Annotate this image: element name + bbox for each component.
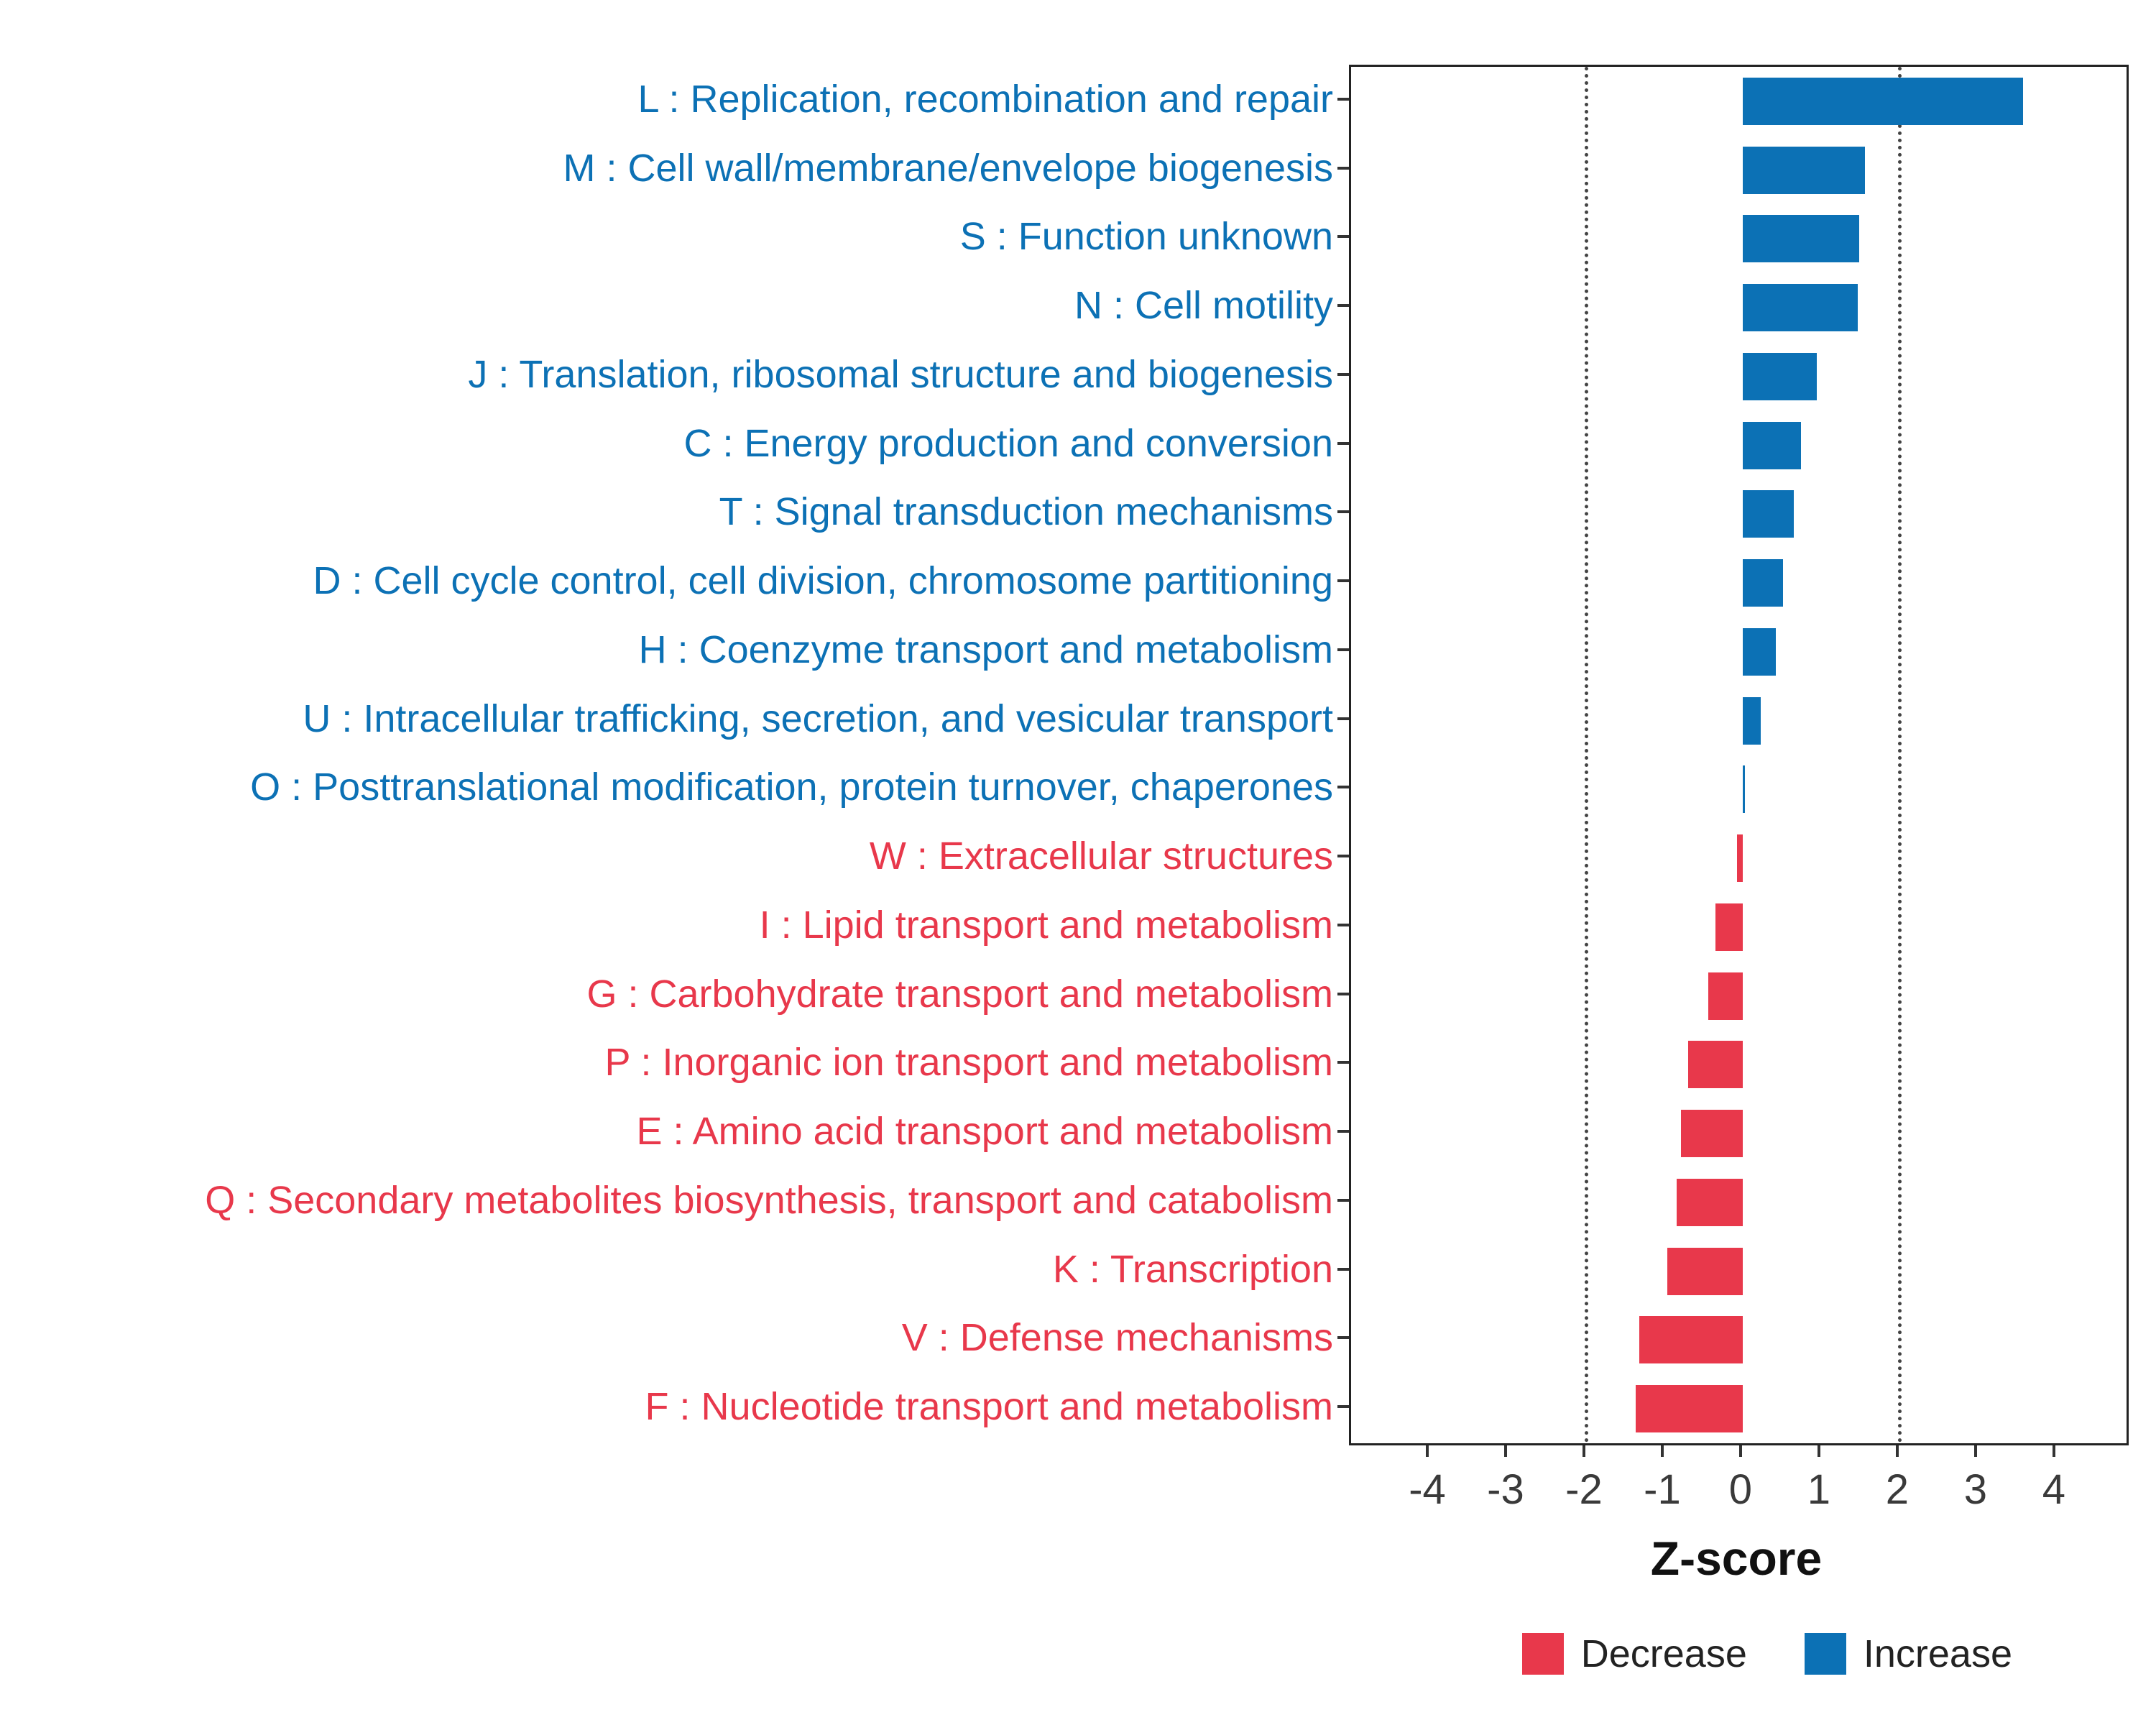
category-label: D : Cell cycle control, cell division, c… [313,559,1333,603]
x-tick [1582,1445,1585,1457]
category-label: O : Posttranslational modification, prot… [250,765,1333,809]
x-tick [1503,1445,1507,1457]
bar [1742,627,1776,676]
bar [1742,146,1865,194]
bar [1687,1041,1743,1089]
bar [1742,77,2024,125]
category-label: U : Intracellular trafficking, secretion… [303,696,1333,740]
category-label: E : Amino acid transport and metabolism [636,1110,1333,1154]
bar [1742,284,1858,332]
category-label: I : Lipid transport and metabolism [759,903,1333,947]
decrease-swatch [1521,1633,1564,1675]
y-tick [1337,717,1349,720]
y-tick [1337,923,1349,926]
bar [1639,1316,1743,1364]
bar [1742,765,1746,814]
plot-panel [1349,65,2129,1445]
x-tick [1738,1445,1742,1457]
category-label: Q : Secondary metabolites biosynthesis, … [205,1178,1333,1222]
x-tick-label: -2 [1565,1466,1603,1513]
x-tick-label: 2 [1885,1466,1909,1513]
y-tick [1337,1405,1349,1409]
x-tick-label: 3 [1963,1466,1988,1513]
bar [1742,559,1783,607]
y-tick [1337,372,1349,376]
x-tick-label: 0 [1728,1466,1753,1513]
bar [1667,1247,1743,1295]
y-tick [1337,304,1349,308]
bar [1742,490,1794,538]
x-axis-title: Z-score [1650,1532,1823,1585]
category-label: M : Cell wall/membrane/envelope biogenes… [563,146,1333,190]
x-tick [1895,1445,1899,1457]
bar [1742,215,1860,263]
legend: Decrease Increase [1521,1632,2012,1676]
y-tick [1337,510,1349,514]
reference-line [1584,67,1588,1443]
y-tick [1337,1267,1349,1271]
x-tick-label: -1 [1644,1466,1681,1513]
bar [1635,1385,1743,1433]
y-tick [1337,786,1349,789]
x-tick-label: -4 [1409,1466,1446,1513]
category-label: N : Cell motility [1074,284,1333,328]
y-tick [1337,1336,1349,1340]
x-tick-label: -3 [1487,1466,1524,1513]
bar [1708,972,1743,1020]
bar [1715,903,1743,951]
increase-swatch [1804,1633,1846,1675]
bar [1737,834,1743,883]
y-tick [1337,97,1349,101]
bar [1742,421,1801,469]
y-tick [1337,1130,1349,1133]
category-label: H : Coenzyme transport and metabolism [638,627,1333,671]
x-tick [1425,1445,1429,1457]
y-tick [1337,1061,1349,1064]
category-label: W : Extracellular structures [869,834,1333,878]
y-tick [1337,235,1349,239]
y-tick [1337,648,1349,651]
legend-item-decrease: Decrease [1521,1632,1747,1676]
category-label: C : Energy production and conversion [683,421,1333,465]
legend-label-decrease: Decrease [1580,1632,1747,1675]
bar [1742,352,1818,400]
x-tick-label: 1 [1807,1466,1831,1513]
x-tick [2052,1445,2055,1457]
y-tick [1337,1198,1349,1202]
category-label: L : Replication, recombination and repai… [637,77,1333,121]
y-tick [1337,166,1349,170]
x-tick [1973,1445,1977,1457]
category-label: K : Transcription [1052,1247,1333,1291]
legend-label-increase: Increase [1863,1632,2012,1675]
x-tick [1817,1445,1820,1457]
y-tick [1337,855,1349,858]
bar [1677,1178,1743,1226]
y-tick [1337,441,1349,445]
category-label: J : Translation, ribosomal structure and… [468,352,1333,396]
category-label: T : Signal transduction mechanisms [719,490,1333,534]
bar [1742,696,1761,745]
x-tick-label: 4 [2042,1466,2066,1513]
category-label: G : Carbohydrate transport and metabolis… [586,972,1334,1016]
category-label: F : Nucleotide transport and metabolism [645,1385,1333,1429]
category-label: P : Inorganic ion transport and metaboli… [604,1041,1333,1085]
reference-line [1897,67,1902,1443]
x-tick [1660,1445,1664,1457]
y-tick [1337,992,1349,995]
category-label: S : Function unknown [959,215,1333,259]
legend-item-increase: Increase [1804,1632,2012,1676]
bar [1680,1110,1743,1158]
y-tick [1337,579,1349,583]
category-label: V : Defense mechanisms [901,1316,1333,1360]
